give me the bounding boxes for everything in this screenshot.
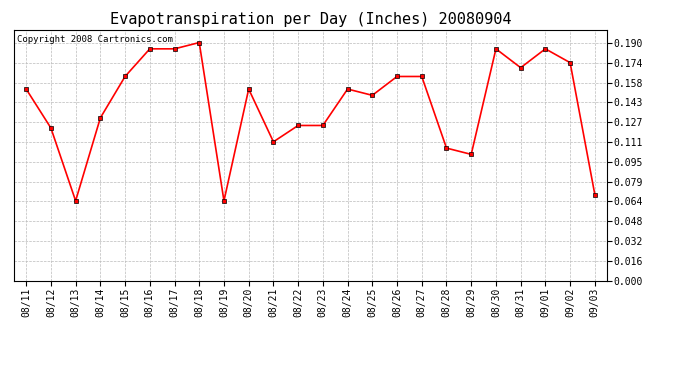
Text: Copyright 2008 Cartronics.com: Copyright 2008 Cartronics.com	[17, 35, 172, 44]
Title: Evapotranspiration per Day (Inches) 20080904: Evapotranspiration per Day (Inches) 2008…	[110, 12, 511, 27]
